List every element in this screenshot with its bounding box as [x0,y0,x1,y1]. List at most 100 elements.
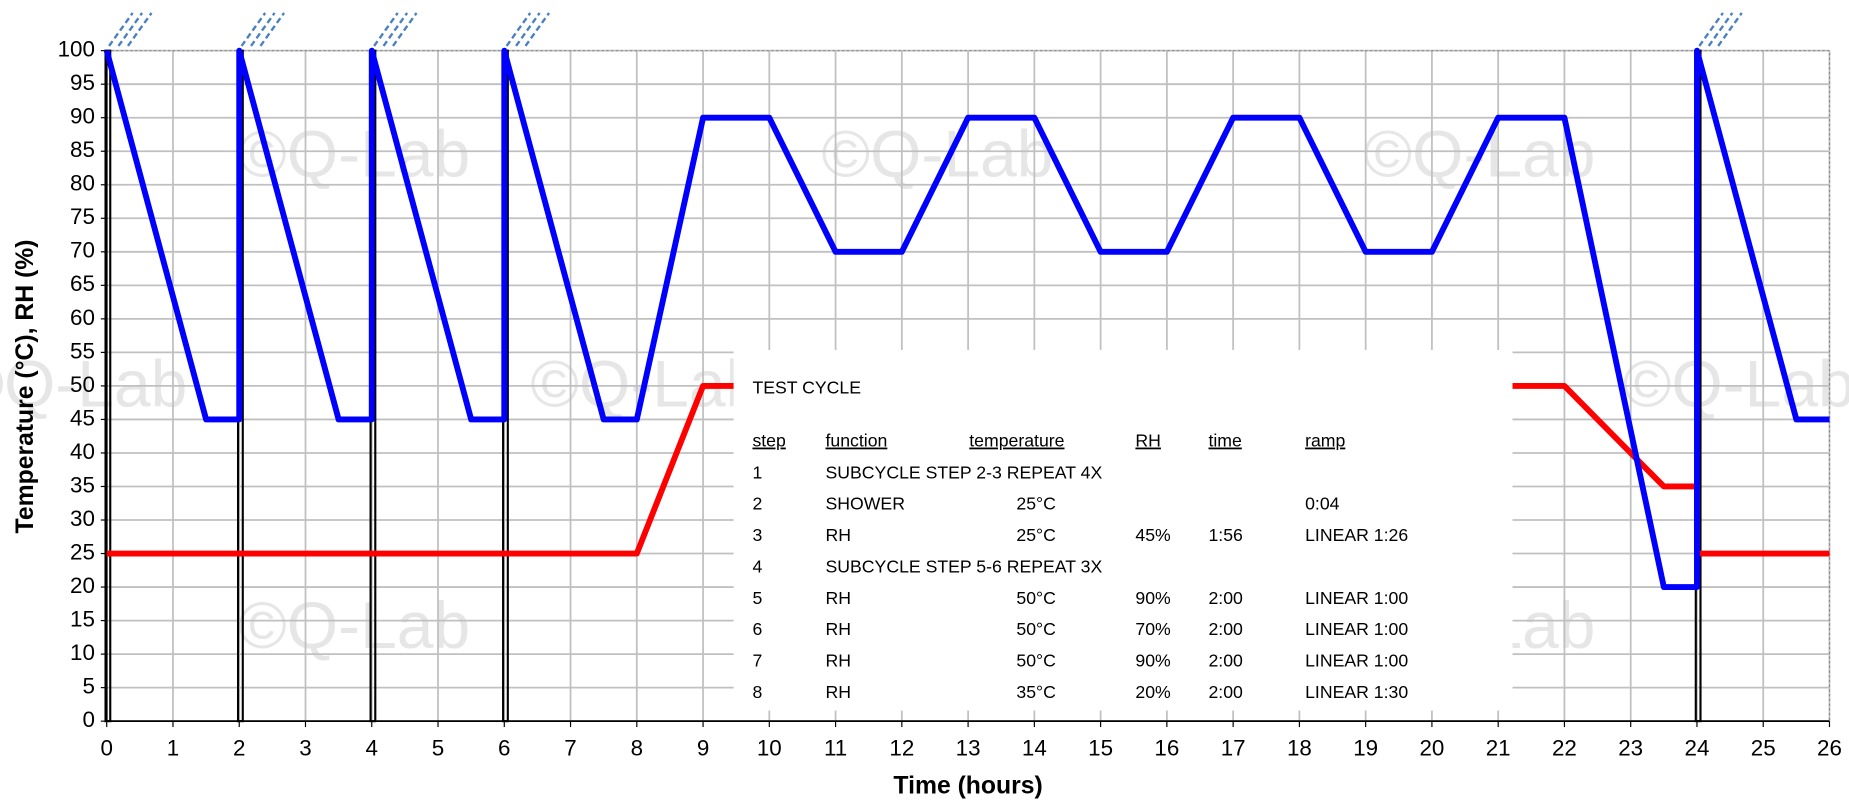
table-cell: 5 [752,588,762,608]
table-cell: 25°C [1016,525,1056,545]
table-cell: 1 [752,462,762,482]
table-header: ramp [1305,431,1345,451]
y-tick-label: 25 [70,539,95,564]
table-cell: RH [826,650,852,670]
table-cell: 50°C [1016,650,1056,670]
table-cell: 2:00 [1208,682,1243,702]
y-tick-label: 80 [70,171,95,196]
table-header: step [752,431,786,451]
table-cell: 2:00 [1208,588,1243,608]
table-title: TEST CYCLE [752,378,861,398]
y-tick-label: 90 [70,104,95,129]
y-tick-label: 35 [70,472,95,497]
data-line [103,47,1830,591]
table-header: time [1208,431,1242,451]
x-tick-label: 20 [1419,735,1444,760]
shower-icon [1698,12,1724,47]
shower-icon [108,12,134,47]
shower-icon [240,12,267,47]
x-tick-label: 23 [1618,735,1643,760]
y-tick-label: 40 [70,439,95,464]
y-tick-label: 60 [70,305,95,330]
table-cell: 2:00 [1208,650,1243,670]
y-tick-label: 10 [70,640,95,665]
table-cell: LINEAR 1:00 [1305,650,1408,670]
table-cell: RH [826,619,852,639]
table-cell: 90% [1135,588,1171,608]
y-tick-label: 45 [70,405,95,430]
x-tick-label: 5 [432,735,444,760]
table-cell: 50°C [1016,619,1056,639]
y-tick-label: 15 [70,606,95,631]
table-cell: 4 [752,556,762,576]
table-cell: RH [826,682,852,702]
x-tick-label: 2 [233,735,245,760]
shower-icon [126,12,153,47]
x-tick-label: 0 [100,735,112,760]
table-cell: 90% [1135,650,1171,670]
shower-icon [373,12,399,47]
table-cell: 50°C [1016,588,1056,608]
y-tick-label: 100 [58,37,95,62]
table-cell: LINEAR 1:00 [1305,588,1408,608]
table-cell: LINEAR 1:30 [1305,682,1408,702]
y-tick-label: 50 [70,372,95,397]
table-cell: 8 [752,682,762,702]
table-cell: SHOWER [826,494,905,514]
x-tick-label: 18 [1287,735,1312,760]
y-tick-label: 20 [70,573,95,598]
x-axis-title: Time (hours) [893,773,1042,800]
shower-icon [117,12,144,47]
table-cell: RH [826,525,852,545]
x-tick-label: 19 [1353,735,1378,760]
table-cell: RH [826,588,852,608]
x-tick-label: 26 [1817,735,1842,760]
x-tick-label: 12 [889,735,914,760]
y-tick-label: 95 [70,70,95,95]
x-tick-label: 8 [631,735,643,760]
table-cell: 2 [752,494,762,514]
x-tick-label: 15 [1088,735,1113,760]
shower-icon [1717,12,1743,47]
table-header: function [826,431,888,451]
table-cell: 45% [1135,525,1171,545]
x-tick-label: 9 [697,735,709,760]
x-tick-label: 21 [1486,735,1511,760]
x-tick-label: 11 [824,735,847,760]
x-tick-label: 17 [1221,735,1246,760]
watermark: ©Q-Lab [0,346,187,420]
shower-icon [505,12,532,47]
y-tick-label: 85 [70,137,95,162]
shower-icon [382,12,409,47]
x-tick-label: 24 [1685,735,1710,760]
table-cell: 20% [1135,682,1171,702]
table-cell: 25°C [1016,494,1056,514]
shower-icon [524,12,551,47]
x-tick-label: 16 [1154,735,1179,760]
shower-icon [515,12,541,47]
x-tick-label: 6 [498,735,510,760]
watermark: ©Q-Lab [1623,346,1849,420]
y-tick-label: 70 [70,238,95,263]
y-tick-label: 65 [70,271,95,296]
table-cell: SUBCYCLE STEP 2-3 REPEAT 4X [826,462,1103,482]
table-cell: 3 [752,525,762,545]
table-cell: 2:00 [1208,619,1243,639]
y-tick-label: 75 [70,204,95,229]
shower-icon [392,12,418,47]
shower-icon [1707,12,1734,47]
x-tick-label: 13 [956,735,981,760]
table-header: RH [1135,431,1161,451]
x-tick-label: 7 [564,735,576,760]
x-tick-label: 3 [299,735,311,760]
y-tick-label: 0 [82,707,94,732]
table-header: temperature [969,431,1064,451]
table-cell: 35°C [1016,682,1056,702]
table-cell: SUBCYCLE STEP 5-6 REPEAT 3X [826,556,1103,576]
shower-icon [259,12,285,47]
x-tick-label: 1 [167,735,179,760]
x-tick-label: 4 [366,735,378,760]
table-cell: 0:04 [1305,494,1340,514]
